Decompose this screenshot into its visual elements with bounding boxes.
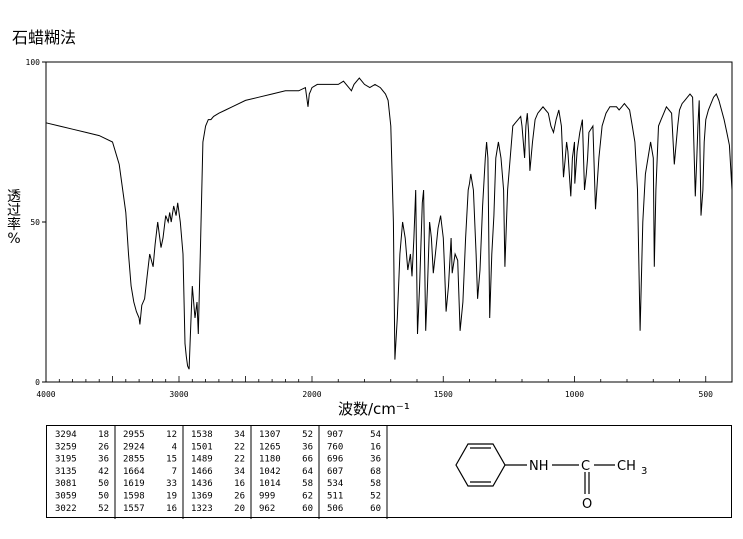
peak-transmittance: 58 — [302, 479, 313, 489]
peak-transmittance: 22 — [234, 455, 245, 465]
peak-wavenumber: 1436 — [191, 479, 213, 489]
peak-transmittance: 58 — [370, 479, 381, 489]
peak-wavenumber: 1538 — [191, 430, 213, 440]
peak-transmittance: 16 — [370, 442, 381, 452]
y-label-char: % — [7, 231, 21, 247]
ir-spectrum-chart: 4000 3000 2000 1500 1000 500 0 50 100 — [26, 58, 733, 399]
peak-transmittance: 16 — [234, 479, 245, 489]
peak-transmittance: 34 — [234, 467, 245, 477]
peak-transmittance: 34 — [234, 430, 245, 440]
peak-transmittance: 18 — [98, 430, 109, 440]
benzene-ring — [455, 443, 506, 487]
peak-transmittance: 42 — [98, 467, 109, 477]
peak-wavenumber: 3259 — [55, 442, 77, 452]
x-tick-label: 3000 — [169, 390, 188, 399]
y-axis-label: 透 过 率 % — [1, 190, 27, 246]
y-label-char: 透 — [7, 189, 21, 205]
peak-wavenumber: 3294 — [55, 430, 77, 440]
peak-wavenumber: 1619 — [123, 479, 145, 489]
ch3-subscript: 3 — [641, 466, 647, 477]
peak-transmittance: 7 — [172, 467, 177, 477]
peak-wavenumber: 3059 — [55, 492, 77, 502]
method-title: 石蜡糊法 — [12, 28, 77, 47]
o-label: O — [582, 497, 592, 512]
peak-transmittance: 16 — [166, 504, 177, 514]
acetanilide-structure — [455, 443, 615, 494]
peak-transmittance: 26 — [98, 442, 109, 452]
peak-transmittance: 52 — [370, 492, 381, 502]
peak-wavenumber: 1042 — [259, 467, 281, 477]
peak-wavenumber: 760 — [327, 442, 343, 452]
peak-transmittance: 52 — [302, 430, 313, 440]
peak-wavenumber: 962 — [259, 504, 275, 514]
peak-transmittance: 64 — [302, 467, 313, 477]
peak-wavenumber: 2855 — [123, 455, 145, 465]
peak-transmittance: 12 — [166, 430, 177, 440]
peak-wavenumber: 1180 — [259, 455, 281, 465]
peak-wavenumber: 999 — [259, 492, 275, 502]
peak-transmittance: 22 — [234, 442, 245, 452]
peak-transmittance: 52 — [98, 504, 109, 514]
peak-wavenumber: 1557 — [123, 504, 145, 514]
peak-transmittance: 68 — [370, 467, 381, 477]
peak-transmittance: 20 — [234, 504, 245, 514]
peak-wavenumber: 1664 — [123, 467, 145, 477]
peak-wavenumber: 3081 — [55, 479, 77, 489]
peak-transmittance: 33 — [166, 479, 177, 489]
peak-wavenumber: 511 — [327, 492, 343, 502]
peak-wavenumber: 2924 — [123, 442, 145, 452]
peak-wavenumber: 3135 — [55, 467, 77, 477]
spectrum-line — [45, 77, 733, 370]
peak-wavenumber: 506 — [327, 504, 343, 514]
peak-wavenumber: 1466 — [191, 467, 213, 477]
peak-wavenumber: 1369 — [191, 492, 213, 502]
x-axis-label: 波数/cm⁻¹ — [338, 400, 410, 418]
peak-wavenumber: 2955 — [123, 430, 145, 440]
peak-table-grid: 3294 18 3259 26 3195 36 3135 42 3081 50 3059 50 3022… — [55, 426, 647, 519]
peak-wavenumber: 696 — [327, 455, 343, 465]
x-tick-label: 1500 — [434, 390, 453, 399]
peak-wavenumber: 1265 — [259, 442, 281, 452]
peak-wavenumber: 1307 — [259, 430, 281, 440]
peak-transmittance: 36 — [370, 455, 381, 465]
peak-wavenumber: 3195 — [55, 455, 77, 465]
peak-transmittance: 36 — [302, 442, 313, 452]
peak-transmittance: 36 — [98, 455, 109, 465]
peak-wavenumber: 1501 — [191, 442, 213, 452]
peak-transmittance: 4 — [172, 442, 177, 452]
peak-transmittance: 62 — [302, 492, 313, 502]
y-tick-label: 0 — [35, 378, 40, 387]
y-label-char: 率 — [7, 217, 21, 233]
peak-wavenumber: 1014 — [259, 479, 281, 489]
y-tick-label: 50 — [30, 218, 40, 227]
peak-wavenumber: 907 — [327, 430, 343, 440]
peak-wavenumber: 3022 — [55, 504, 77, 514]
peak-transmittance: 54 — [370, 430, 381, 440]
peak-wavenumber: 1323 — [191, 504, 213, 514]
peak-transmittance: 15 — [166, 455, 177, 465]
peak-wavenumber: 1489 — [191, 455, 213, 465]
y-label-char: 过 — [7, 203, 21, 219]
nh-label: NH — [529, 459, 549, 474]
peak-transmittance: 60 — [370, 504, 381, 514]
axis-ticks: 4000 3000 2000 1500 1000 500 0 50 100 — [26, 58, 733, 399]
x-tick-label: 1000 — [565, 390, 584, 399]
peak-transmittance: 19 — [166, 492, 177, 502]
c-label: C — [581, 459, 590, 474]
peak-transmittance: 60 — [302, 504, 313, 514]
peak-wavenumber: 534 — [327, 479, 343, 489]
peak-transmittance: 50 — [98, 479, 109, 489]
y-tick-label: 100 — [26, 58, 41, 67]
ch3-label: CH — [617, 459, 636, 474]
peak-transmittance: 66 — [302, 455, 313, 465]
peak-transmittance: 26 — [234, 492, 245, 502]
x-tick-label: 500 — [699, 390, 714, 399]
x-tick-label: 4000 — [36, 390, 55, 399]
x-tick-label: 2000 — [302, 390, 321, 399]
peak-wavenumber: 607 — [327, 467, 343, 477]
peak-wavenumber: 1598 — [123, 492, 145, 502]
peak-transmittance: 50 — [98, 492, 109, 502]
peak-table: 3294 18 3259 26 3195 36 3135 42 3081 50 3059 50 3022… — [46, 425, 732, 519]
